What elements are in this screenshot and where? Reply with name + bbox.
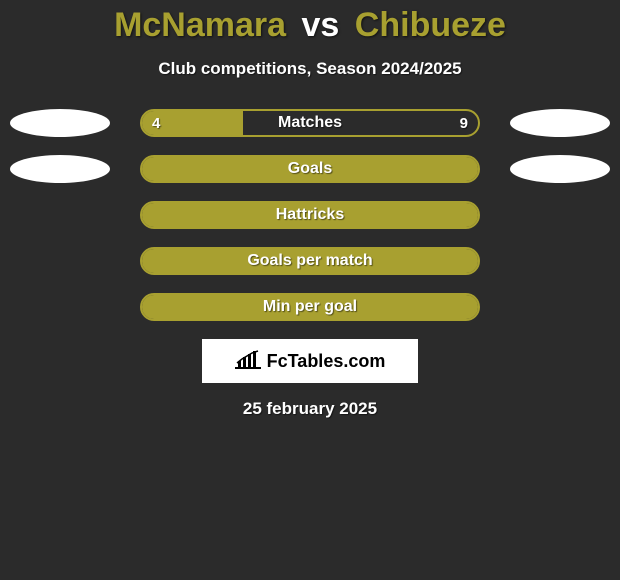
stat-label: Goals [142, 157, 478, 181]
stat-bar: 49Matches [140, 109, 480, 137]
brand-box: FcTables.com [202, 339, 418, 383]
stat-label: Min per goal [142, 295, 478, 319]
stat-row: Goals [0, 155, 620, 183]
player2-marker [510, 155, 610, 183]
player1-name: McNamara [114, 6, 286, 44]
subtitle: Club competitions, Season 2024/2025 [0, 59, 620, 79]
stat-row: Min per goal [0, 293, 620, 321]
stat-bar: Min per goal [140, 293, 480, 321]
comparison-rows: 49Matches Goals Hattricks Goals per match Mi… [0, 109, 620, 321]
stat-bar: Hattricks [140, 201, 480, 229]
date-text: 25 february 2025 [0, 399, 620, 419]
chart-bar-icon [235, 349, 261, 374]
player2-marker [510, 109, 610, 137]
brand-name: FcTables.com [267, 351, 386, 372]
stat-row: Hattricks [0, 201, 620, 229]
stat-row: 49Matches [0, 109, 620, 137]
player1-marker [10, 109, 110, 137]
stat-label: Goals per match [142, 249, 478, 273]
stat-row: Goals per match [0, 247, 620, 275]
player1-marker [10, 155, 110, 183]
comparison-title: McNamara vs Chibueze [0, 0, 620, 45]
stat-bar: Goals [140, 155, 480, 183]
vs-text: vs [302, 6, 340, 44]
stat-label: Hattricks [142, 203, 478, 227]
player2-name: Chibueze [355, 6, 506, 44]
stat-bar: Goals per match [140, 247, 480, 275]
stat-label: Matches [142, 111, 478, 135]
